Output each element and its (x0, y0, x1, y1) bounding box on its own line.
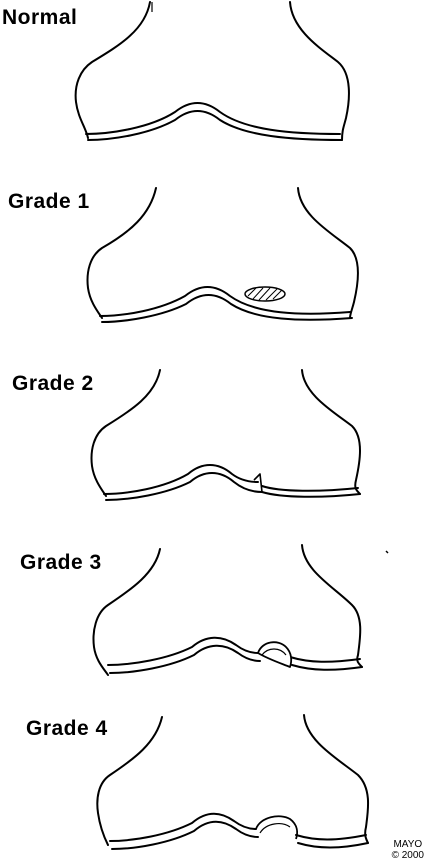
grade-label-grade-2: Grade 2 (12, 372, 94, 395)
fissure-crack-icon (253, 473, 263, 493)
femur-grade-3-drawing (92, 544, 389, 676)
credit-line-1: MAYO (393, 839, 423, 850)
stray-mark (385, 550, 389, 554)
mayo-credit: MAYO © 2000 (392, 839, 424, 861)
credit-line-2: © 2000 (391, 850, 424, 861)
grade-label-grade-1: Grade 1 (8, 190, 90, 213)
grade-label-normal: Normal (2, 6, 78, 29)
panel-grade-4: Grade 4 MAYO © 2000 (0, 695, 438, 863)
lesion-hatching (247, 287, 283, 301)
grade-label-grade-3: Grade 3 (20, 551, 102, 574)
softening-lesion-icon (244, 286, 286, 302)
panel-grade-1: Grade 1 (0, 170, 438, 340)
grade-label-grade-4: Grade 4 (26, 717, 108, 740)
femur-grade-2-drawing (90, 369, 361, 501)
femur-grade-4-drawing (96, 714, 370, 850)
cartilage-flap-icon (257, 641, 293, 668)
panel-normal: Normal (0, 0, 438, 170)
panel-grade-2: Grade 2 (0, 340, 438, 515)
full-thickness-defect-icon (255, 815, 298, 840)
panel-grade-3: Grade 3 (0, 515, 438, 695)
femur-grade-1-drawing (86, 187, 359, 323)
femur-normal-drawing (74, 1, 350, 141)
